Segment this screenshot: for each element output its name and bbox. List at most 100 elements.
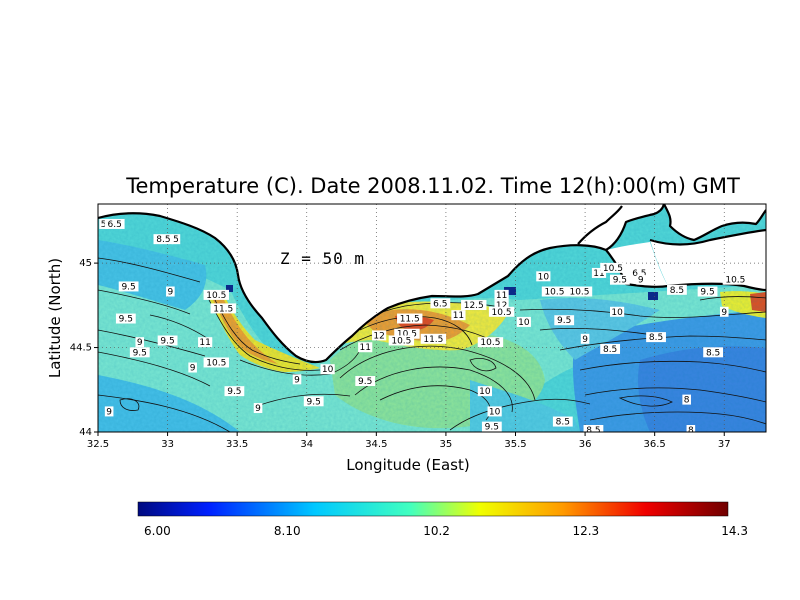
cold-patch-3 [226,285,233,292]
contour-label-52: 8.5 [646,332,666,343]
contour-line-3 [98,351,211,387]
contour-line-1 [98,289,191,315]
contour-label-bg [488,306,515,317]
contour-label-text: 9.5 [307,397,321,407]
contour-label-text: 10.5 [544,288,564,298]
x-tick-label-2: 33.5 [226,439,248,450]
contour-label-text: 9.5 [227,387,241,397]
colorbar [137,501,729,517]
x-axis-label: Longitude (East) [346,456,469,474]
contour-label-text: 8 [688,426,694,436]
contour-label-text: 10 [479,387,491,397]
contour-label-bg [135,337,145,348]
x-tick-label-1: 33 [161,439,174,450]
y-tick-label-0: 44 [79,427,92,438]
contour-label-text: 8.5 [556,418,570,428]
contour-label-54: 10 [477,386,492,397]
contour-label-text: 9.5 [700,288,714,298]
contour-label-11: 9.5 [157,335,178,346]
contour-label-text: 6.5 [632,269,646,279]
contour-label-bg [541,286,568,297]
contour-label-bg [600,343,621,354]
contour-label-bg [394,328,420,339]
contour-line-4 [98,394,231,432]
contour-label-42: 6.5 [629,267,650,279]
contour-label-bg [104,218,125,229]
contour-label-46: 10.5 [722,274,749,286]
contour-label-bg [157,335,178,346]
contour-label-45: 9.5 [697,286,718,298]
contour-label-bg [494,300,509,311]
contour-line-26 [119,398,140,411]
contour-label-53: 8.5 [703,347,724,358]
contour-label-14: 9 [188,362,197,374]
contour-line-16 [559,335,766,351]
colorbar-tick-label-1: 8.10 [274,524,301,538]
contour-label-bg [697,286,718,297]
contour-label-bg [609,274,630,285]
contour-line-5 [204,291,321,371]
y-tick-label-2: 45 [79,258,92,269]
contour-label-bg [646,332,666,343]
contour-label-bg [166,286,175,297]
contour-label-bg [292,374,302,385]
x-tick-label-7: 36 [579,439,592,450]
contour-label-bg [667,284,687,295]
contour-label-bg [171,234,181,245]
colorbar-ticks: 6.00 8.10 10.2 12.3 14.3 [144,524,748,538]
contour-label-20: 10 [320,364,335,375]
contour-label-bg [722,274,749,285]
contour-label-bg [358,342,373,353]
x-axis-ticks: 32.5 33 33.5 34 34.5 35 35.5 36 36.5 37 [87,432,731,450]
contour-label-text: 10.5 [206,358,226,368]
contour-label-bg [629,267,650,278]
contour-label-text: 11.5 [400,315,420,325]
contour-label-26: 10.5 [394,328,420,340]
contour-label-text: 10.5 [569,288,589,298]
contour-label-bg [355,376,376,387]
contour-label-13: 10.5 [203,357,229,368]
contour-label-bg [372,330,387,341]
contour-label-bg [600,262,626,273]
x-tick-label-0: 32.5 [87,439,109,450]
contour-label-text: 8.5 [706,348,720,358]
contour-label-text: 10 [322,365,334,375]
contour-label-text: 9.5 [358,377,372,387]
contour-line-20 [449,398,591,431]
contour-label-23: 9.5 [355,376,376,387]
contour-label-text: 12 [496,301,507,311]
contour-label-bg [703,347,724,358]
contour-label-bg [487,406,502,417]
contour-label-60: 8 [686,425,696,436]
contour-label-bg [461,300,487,311]
contour-label-bg [153,234,174,245]
contour-label-bg [388,335,415,346]
contour-label-text: 10 [538,272,550,282]
contour-label-bg [198,337,213,348]
contour-label-18: 9 [292,374,302,385]
contour-label-text: 8.5 [586,426,600,436]
contour-label-text: 6.5 [108,220,122,230]
contour-label-text: 10 [518,318,530,328]
contour-label-text: 12.5 [464,301,484,311]
contour-line-25 [469,358,497,372]
contour-label-text: 9 [137,338,143,348]
contour-label-text: 9 [255,404,261,414]
contour-label-text: 9.5 [613,276,627,286]
contour-label-bg [451,310,466,321]
grid-lines [98,204,766,432]
contour-label-58: 8.5 [583,425,604,436]
contour-label-bg [591,267,607,278]
contour-label-bg [536,271,551,282]
contour-label-36: 10.5 [541,286,568,298]
contour-label-text: 9.5 [121,282,135,292]
contour-label-bg [516,316,531,327]
contour-label-30: 12.5 [461,300,487,311]
contour-label-bg [203,289,229,300]
contour-label-33: 10.5 [488,306,515,318]
contour-label-text: 9 [167,288,173,298]
contour-label-bg [554,315,575,326]
y-axis-label: Latitude (North) [46,258,64,378]
contour-label-text: 8.5 [670,286,684,296]
